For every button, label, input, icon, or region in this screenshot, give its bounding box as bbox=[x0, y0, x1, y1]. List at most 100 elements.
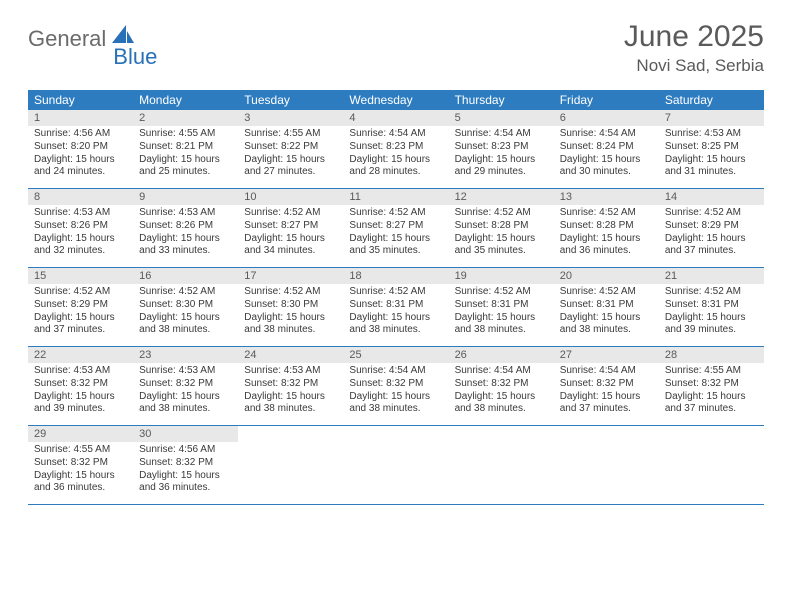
day-content: Sunrise: 4:52 AMSunset: 8:31 PMDaylight:… bbox=[554, 284, 659, 341]
day-cell: 27Sunrise: 4:54 AMSunset: 8:32 PMDayligh… bbox=[554, 347, 659, 425]
day-number: 24 bbox=[238, 347, 343, 363]
header: General Blue June 2025 Novi Sad, Serbia bbox=[28, 20, 764, 76]
day-number: 29 bbox=[28, 426, 133, 442]
day-number: 13 bbox=[554, 189, 659, 205]
day-cell: 28Sunrise: 4:55 AMSunset: 8:32 PMDayligh… bbox=[659, 347, 764, 425]
day-cell bbox=[343, 426, 448, 504]
day-cell: 12Sunrise: 4:52 AMSunset: 8:28 PMDayligh… bbox=[449, 189, 554, 267]
day-content: Sunrise: 4:54 AMSunset: 8:23 PMDaylight:… bbox=[449, 126, 554, 183]
day-number: 26 bbox=[449, 347, 554, 363]
day-number: 1 bbox=[28, 110, 133, 126]
week-row: 29Sunrise: 4:55 AMSunset: 8:32 PMDayligh… bbox=[28, 426, 764, 505]
day-cell: 29Sunrise: 4:55 AMSunset: 8:32 PMDayligh… bbox=[28, 426, 133, 504]
calendar: SundayMondayTuesdayWednesdayThursdayFrid… bbox=[28, 90, 764, 505]
day-cell: 16Sunrise: 4:52 AMSunset: 8:30 PMDayligh… bbox=[133, 268, 238, 346]
day-cell: 5Sunrise: 4:54 AMSunset: 8:23 PMDaylight… bbox=[449, 110, 554, 188]
day-content: Sunrise: 4:52 AMSunset: 8:30 PMDaylight:… bbox=[238, 284, 343, 341]
week-row: 15Sunrise: 4:52 AMSunset: 8:29 PMDayligh… bbox=[28, 268, 764, 347]
day-number: 5 bbox=[449, 110, 554, 126]
day-cell: 14Sunrise: 4:52 AMSunset: 8:29 PMDayligh… bbox=[659, 189, 764, 267]
day-content: Sunrise: 4:52 AMSunset: 8:29 PMDaylight:… bbox=[28, 284, 133, 341]
day-content: Sunrise: 4:52 AMSunset: 8:30 PMDaylight:… bbox=[133, 284, 238, 341]
day-number: 23 bbox=[133, 347, 238, 363]
day-cell: 6Sunrise: 4:54 AMSunset: 8:24 PMDaylight… bbox=[554, 110, 659, 188]
day-cell: 17Sunrise: 4:52 AMSunset: 8:30 PMDayligh… bbox=[238, 268, 343, 346]
day-number: 28 bbox=[659, 347, 764, 363]
day-content: Sunrise: 4:53 AMSunset: 8:32 PMDaylight:… bbox=[133, 363, 238, 420]
day-content: Sunrise: 4:55 AMSunset: 8:32 PMDaylight:… bbox=[28, 442, 133, 499]
day-content: Sunrise: 4:52 AMSunset: 8:27 PMDaylight:… bbox=[343, 205, 448, 262]
day-content: Sunrise: 4:54 AMSunset: 8:32 PMDaylight:… bbox=[554, 363, 659, 420]
day-content: Sunrise: 4:54 AMSunset: 8:23 PMDaylight:… bbox=[343, 126, 448, 183]
day-cell: 21Sunrise: 4:52 AMSunset: 8:31 PMDayligh… bbox=[659, 268, 764, 346]
day-number: 18 bbox=[343, 268, 448, 284]
day-content: Sunrise: 4:53 AMSunset: 8:26 PMDaylight:… bbox=[133, 205, 238, 262]
day-content: Sunrise: 4:52 AMSunset: 8:27 PMDaylight:… bbox=[238, 205, 343, 262]
logo-text-blue: Blue bbox=[113, 44, 157, 70]
day-cell: 2Sunrise: 4:55 AMSunset: 8:21 PMDaylight… bbox=[133, 110, 238, 188]
weekday-label: Monday bbox=[133, 90, 238, 110]
day-cell: 26Sunrise: 4:54 AMSunset: 8:32 PMDayligh… bbox=[449, 347, 554, 425]
day-number: 11 bbox=[343, 189, 448, 205]
day-cell: 10Sunrise: 4:52 AMSunset: 8:27 PMDayligh… bbox=[238, 189, 343, 267]
day-cell: 7Sunrise: 4:53 AMSunset: 8:25 PMDaylight… bbox=[659, 110, 764, 188]
day-content: Sunrise: 4:52 AMSunset: 8:29 PMDaylight:… bbox=[659, 205, 764, 262]
day-number: 8 bbox=[28, 189, 133, 205]
day-content: Sunrise: 4:54 AMSunset: 8:32 PMDaylight:… bbox=[343, 363, 448, 420]
day-cell: 15Sunrise: 4:52 AMSunset: 8:29 PMDayligh… bbox=[28, 268, 133, 346]
logo: General Blue bbox=[28, 26, 179, 52]
day-number: 10 bbox=[238, 189, 343, 205]
day-cell: 20Sunrise: 4:52 AMSunset: 8:31 PMDayligh… bbox=[554, 268, 659, 346]
day-content: Sunrise: 4:53 AMSunset: 8:26 PMDaylight:… bbox=[28, 205, 133, 262]
day-cell: 23Sunrise: 4:53 AMSunset: 8:32 PMDayligh… bbox=[133, 347, 238, 425]
day-content: Sunrise: 4:55 AMSunset: 8:22 PMDaylight:… bbox=[238, 126, 343, 183]
title-block: June 2025 Novi Sad, Serbia bbox=[624, 20, 764, 76]
day-number: 22 bbox=[28, 347, 133, 363]
day-number: 20 bbox=[554, 268, 659, 284]
day-number: 9 bbox=[133, 189, 238, 205]
day-content: Sunrise: 4:55 AMSunset: 8:32 PMDaylight:… bbox=[659, 363, 764, 420]
day-cell bbox=[449, 426, 554, 504]
day-cell: 11Sunrise: 4:52 AMSunset: 8:27 PMDayligh… bbox=[343, 189, 448, 267]
day-cell: 25Sunrise: 4:54 AMSunset: 8:32 PMDayligh… bbox=[343, 347, 448, 425]
month-title: June 2025 bbox=[624, 20, 764, 54]
day-number: 12 bbox=[449, 189, 554, 205]
day-number: 27 bbox=[554, 347, 659, 363]
day-cell: 18Sunrise: 4:52 AMSunset: 8:31 PMDayligh… bbox=[343, 268, 448, 346]
day-number: 25 bbox=[343, 347, 448, 363]
day-cell: 4Sunrise: 4:54 AMSunset: 8:23 PMDaylight… bbox=[343, 110, 448, 188]
day-content: Sunrise: 4:52 AMSunset: 8:28 PMDaylight:… bbox=[554, 205, 659, 262]
day-content: Sunrise: 4:54 AMSunset: 8:24 PMDaylight:… bbox=[554, 126, 659, 183]
day-content: Sunrise: 4:55 AMSunset: 8:21 PMDaylight:… bbox=[133, 126, 238, 183]
weekday-header: SundayMondayTuesdayWednesdayThursdayFrid… bbox=[28, 90, 764, 110]
day-cell: 9Sunrise: 4:53 AMSunset: 8:26 PMDaylight… bbox=[133, 189, 238, 267]
day-number: 21 bbox=[659, 268, 764, 284]
day-content: Sunrise: 4:52 AMSunset: 8:31 PMDaylight:… bbox=[343, 284, 448, 341]
day-number: 7 bbox=[659, 110, 764, 126]
weekday-label: Thursday bbox=[449, 90, 554, 110]
day-cell bbox=[554, 426, 659, 504]
day-cell bbox=[659, 426, 764, 504]
day-content: Sunrise: 4:53 AMSunset: 8:32 PMDaylight:… bbox=[238, 363, 343, 420]
weekday-label: Tuesday bbox=[238, 90, 343, 110]
day-number: 3 bbox=[238, 110, 343, 126]
day-number: 30 bbox=[133, 426, 238, 442]
day-content: Sunrise: 4:54 AMSunset: 8:32 PMDaylight:… bbox=[449, 363, 554, 420]
day-content: Sunrise: 4:53 AMSunset: 8:32 PMDaylight:… bbox=[28, 363, 133, 420]
day-content: Sunrise: 4:52 AMSunset: 8:31 PMDaylight:… bbox=[449, 284, 554, 341]
day-cell: 13Sunrise: 4:52 AMSunset: 8:28 PMDayligh… bbox=[554, 189, 659, 267]
day-content: Sunrise: 4:52 AMSunset: 8:28 PMDaylight:… bbox=[449, 205, 554, 262]
day-number: 4 bbox=[343, 110, 448, 126]
day-cell: 30Sunrise: 4:56 AMSunset: 8:32 PMDayligh… bbox=[133, 426, 238, 504]
logo-text-general: General bbox=[28, 26, 106, 52]
day-cell: 8Sunrise: 4:53 AMSunset: 8:26 PMDaylight… bbox=[28, 189, 133, 267]
day-cell bbox=[238, 426, 343, 504]
week-row: 1Sunrise: 4:56 AMSunset: 8:20 PMDaylight… bbox=[28, 110, 764, 189]
weekday-label: Saturday bbox=[659, 90, 764, 110]
day-number: 6 bbox=[554, 110, 659, 126]
week-row: 22Sunrise: 4:53 AMSunset: 8:32 PMDayligh… bbox=[28, 347, 764, 426]
day-cell: 22Sunrise: 4:53 AMSunset: 8:32 PMDayligh… bbox=[28, 347, 133, 425]
weekday-label: Wednesday bbox=[343, 90, 448, 110]
day-cell: 24Sunrise: 4:53 AMSunset: 8:32 PMDayligh… bbox=[238, 347, 343, 425]
day-number: 19 bbox=[449, 268, 554, 284]
